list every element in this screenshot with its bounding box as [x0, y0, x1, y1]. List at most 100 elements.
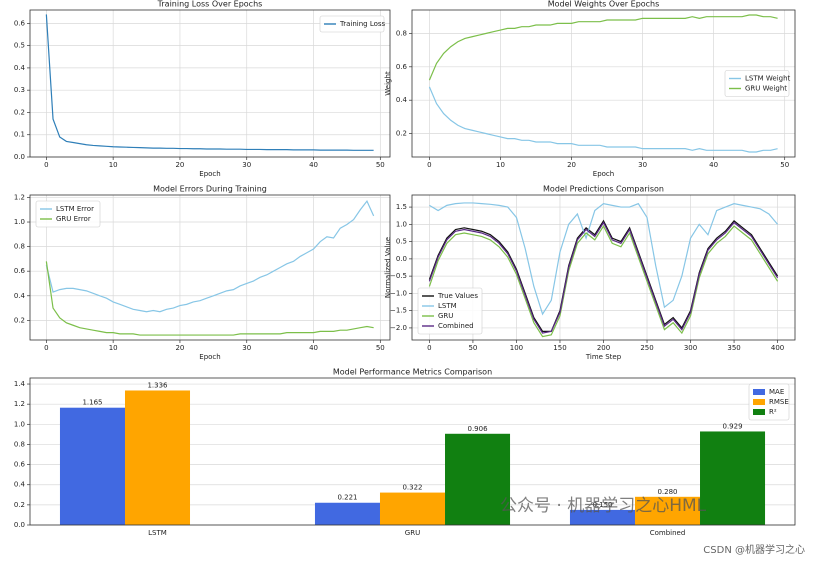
bar-value-label: 0.929: [723, 422, 743, 430]
x-tick-label: 10: [109, 344, 118, 352]
bar: [445, 433, 511, 525]
legend: LSTM Weight GRU Weight: [724, 70, 791, 97]
x-tick-label: 40: [309, 161, 318, 169]
legend-label: LSTM: [438, 302, 457, 310]
chart-title: Model Predictions Comparison: [543, 185, 664, 194]
chart-title: Training Loss Over Epochs: [157, 0, 263, 9]
bar: [569, 509, 635, 525]
legend-box: [724, 70, 790, 97]
legend-label: GRU Weight: [745, 85, 787, 93]
plot-frame: [29, 9, 391, 158]
y-tick-label: −2.0: [390, 324, 407, 332]
bar-value-label: 0.322: [402, 484, 422, 492]
legend-label: LSTM Weight: [745, 75, 791, 83]
bar-value-label: 1.336: [147, 381, 168, 389]
line-series: [428, 219, 779, 332]
x-tick-label: GRU: [405, 529, 420, 537]
x-tick-label: 30: [242, 344, 251, 352]
y-tick-label: 0.4: [14, 481, 26, 489]
x-tick-label: 50: [376, 161, 385, 169]
y-tick-label: 1.5: [396, 203, 407, 211]
x-tick-label: 40: [709, 161, 718, 169]
bar-value-label: 0.150: [592, 501, 612, 509]
x-tick-label: 20: [567, 161, 576, 169]
y-tick-label: −0.5: [390, 272, 407, 280]
x-tick-label: Combined: [650, 529, 686, 537]
x-tick-label: 200: [597, 344, 610, 352]
y-tick-label: 0.3: [14, 86, 25, 94]
y-tick-label: 0.6: [396, 63, 408, 71]
bar-value-label: 0.221: [337, 494, 357, 502]
legend-swatch: [753, 399, 765, 405]
legend-label: GRU: [438, 312, 453, 320]
watermark: 公众号 · 机器学习之心HML: [500, 496, 707, 516]
legend: LSTM Error GRU Error: [35, 200, 101, 228]
bar: [634, 496, 701, 525]
bar-value-label: 0.280: [657, 488, 677, 496]
y-tick-label: 0.0: [14, 153, 25, 161]
legend-label: RMSE: [769, 398, 789, 406]
x-tick-label: 350: [727, 344, 740, 352]
y-tick-label: 1.4: [14, 380, 26, 388]
bar-value-label: 0.906: [468, 425, 489, 433]
x-tick-label: 400: [771, 344, 784, 352]
bar: [314, 502, 380, 525]
x-tick-label: 150: [553, 344, 566, 352]
y-tick-label: 0.4: [14, 292, 26, 300]
legend-label: GRU Error: [56, 215, 91, 223]
panel: Model Weights Over Epochs 0.2 0.4 0.6 0.8 Wei…: [384, 0, 796, 178]
line-series: [45, 261, 374, 336]
chart-title: Model Weights Over Epochs: [548, 0, 660, 9]
x-axis-label: Epoch: [199, 353, 220, 361]
y-tick-label: 0.5: [14, 42, 25, 50]
legend-label: MAE: [769, 388, 784, 396]
x-tick-label: 300: [684, 344, 697, 352]
legend-box: [319, 15, 385, 33]
y-tick-label: 0.8: [14, 440, 25, 448]
x-tick-label: 20: [175, 344, 184, 352]
plot-frame: [29, 377, 796, 526]
chart-title: Model Errors During Training: [153, 185, 267, 194]
legend-swatch: [753, 409, 765, 415]
line-series: [45, 199, 375, 313]
legend: Training Loss: [319, 15, 386, 33]
chart-title: Model Performance Metrics Comparison: [333, 368, 492, 377]
x-axis-label: Epoch: [593, 170, 614, 178]
line-series: [428, 14, 778, 81]
legend-label: True Values: [437, 292, 478, 300]
x-tick-label: 0: [427, 161, 431, 169]
bar: [124, 390, 191, 525]
legend-label: R²: [769, 408, 777, 416]
x-axis-label: Epoch: [199, 170, 220, 178]
x-tick-label: 0: [44, 161, 48, 169]
x-tick-label: 10: [496, 161, 505, 169]
x-tick-label: 20: [175, 161, 184, 169]
x-tick-label: 50: [468, 344, 477, 352]
x-tick-label: 100: [510, 344, 523, 352]
line-series: [428, 86, 778, 153]
y-tick-label: 1.0: [396, 220, 407, 228]
x-tick-label: 0: [427, 344, 431, 352]
x-tick-label: 30: [638, 161, 647, 169]
legend-swatch: [753, 389, 765, 395]
bar-value-label: 1.165: [82, 399, 102, 407]
line-series: [428, 221, 779, 334]
x-tick-label: 50: [376, 344, 385, 352]
bar: [700, 431, 766, 525]
y-axis-label: Weight: [384, 71, 392, 96]
plot-frame: [411, 194, 796, 341]
y-tick-label: 0.0: [396, 255, 407, 263]
line-series: [45, 14, 374, 151]
panel: Model Errors During Training 0.2 0.4 0.6 0.8…: [14, 185, 391, 361]
y-tick-label: 1.0: [14, 420, 25, 428]
y-tick-label: 0.0: [14, 521, 25, 529]
bar: [59, 407, 125, 525]
y-tick-label: 0.6: [14, 19, 26, 27]
line-series: [428, 224, 779, 338]
y-tick-label: 1.0: [14, 218, 25, 226]
x-axis-label: Time Step: [585, 353, 622, 361]
legend: True Values LSTM GRU Combined: [417, 287, 483, 335]
x-tick-label: LSTM: [148, 529, 167, 537]
bar: [379, 492, 446, 525]
y-tick-label: 0.6: [14, 267, 26, 275]
